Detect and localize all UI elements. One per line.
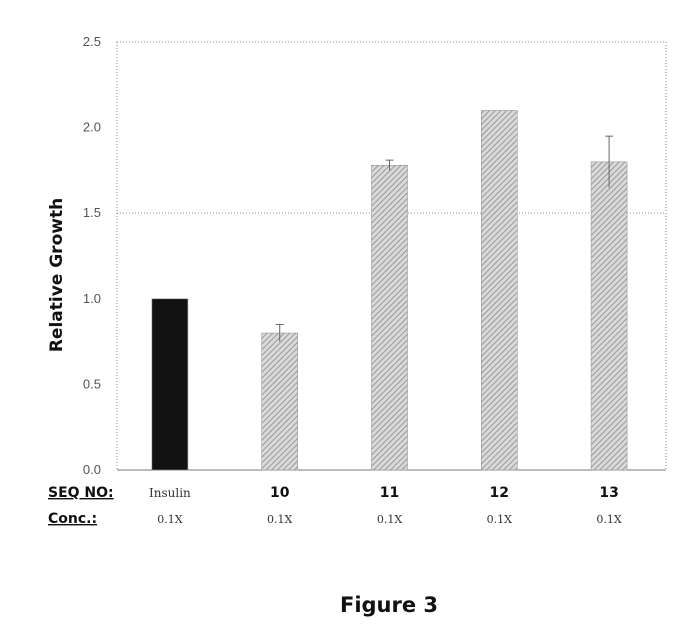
y-tick-label: 2.0 bbox=[83, 120, 101, 135]
y-tick-label: 1.5 bbox=[83, 205, 101, 220]
y-tick-label: 0.0 bbox=[83, 462, 101, 477]
x-category-label: Insulin bbox=[149, 486, 191, 500]
x-conc-label: 0.1X bbox=[267, 513, 292, 526]
bar bbox=[591, 162, 627, 470]
x-conc-label: 0.1X bbox=[596, 513, 621, 526]
bar bbox=[481, 110, 517, 470]
seq-row-label: SEQ NO: bbox=[48, 485, 114, 501]
y-axis-ticks: 0.0 0.5 1.0 1.5 2.0 2.5 bbox=[83, 34, 101, 477]
x-category-label: 11 bbox=[380, 485, 399, 501]
x-conc-label: 0.1X bbox=[377, 513, 402, 526]
x-category-label: 12 bbox=[490, 485, 509, 501]
figure-caption: Figure 3 bbox=[340, 593, 438, 617]
x-axis-categories: Insulin 0.1X 10 0.1X 11 0.1X 12 0.1X 13 0.1X bbox=[149, 485, 622, 526]
bar bbox=[152, 299, 188, 470]
bars bbox=[152, 110, 627, 470]
bar bbox=[262, 333, 298, 470]
x-conc-label: 0.1X bbox=[487, 513, 512, 526]
y-tick-label: 2.5 bbox=[83, 34, 101, 49]
conc-row-label: Conc.: bbox=[48, 511, 97, 527]
y-tick-label: 0.5 bbox=[83, 376, 101, 391]
y-tick-label: 1.0 bbox=[83, 291, 101, 306]
y-axis-label: Relative Growth bbox=[47, 198, 67, 352]
bar bbox=[372, 165, 408, 470]
x-category-label: 10 bbox=[270, 485, 290, 501]
x-conc-label: 0.1X bbox=[157, 513, 182, 526]
x-category-label: 13 bbox=[599, 485, 618, 501]
